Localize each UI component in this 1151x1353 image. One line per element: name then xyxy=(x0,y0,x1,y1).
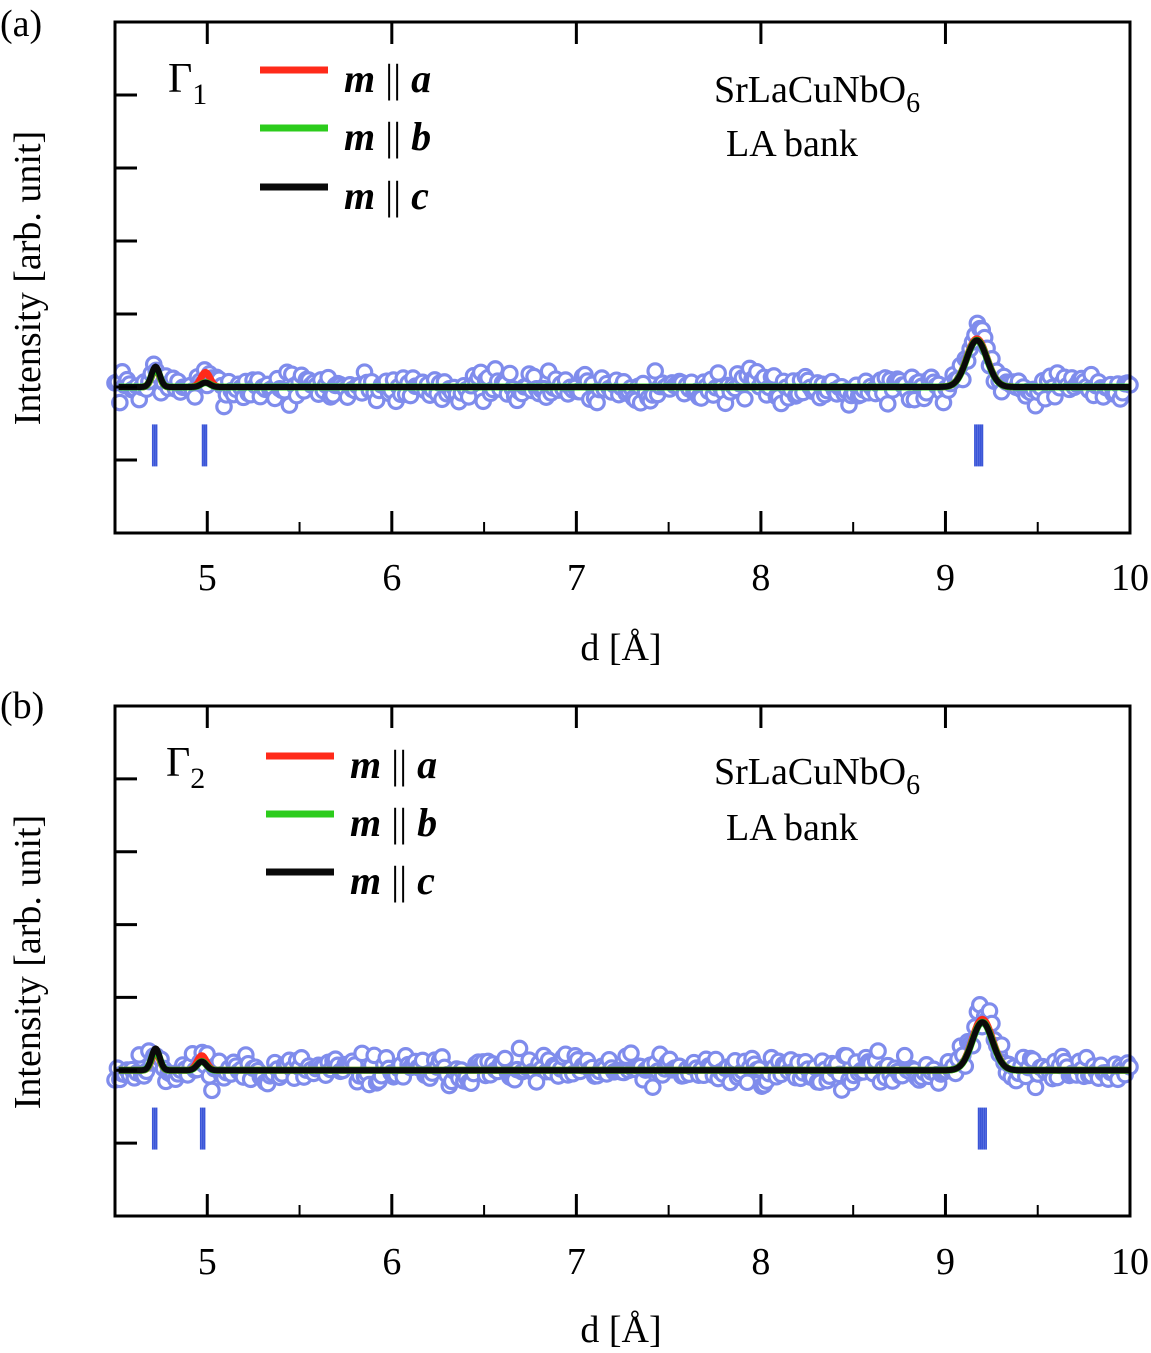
x-tick-label: 9 xyxy=(936,1241,955,1283)
compound-label: SrLaCuNbO6 xyxy=(714,751,920,801)
observed-point xyxy=(878,395,897,413)
legend-entry-m-b: m || b xyxy=(350,800,437,845)
panel-label: (b) xyxy=(0,685,44,727)
legend-entry-m-c: m || c xyxy=(350,858,435,903)
observed-point xyxy=(709,364,727,382)
series-line-m-c xyxy=(116,1019,1133,1074)
observed-points xyxy=(106,996,1139,1100)
data-layer xyxy=(106,996,1139,1150)
data-layer xyxy=(106,314,1139,467)
bragg-ticks xyxy=(151,424,984,467)
panel-b: (b) 5 6 7 8 9 10 d [Å] Intensity [arb. unit] … xyxy=(0,685,1149,1351)
x-tick-label: 6 xyxy=(382,1241,401,1283)
x-tick-label: 5 xyxy=(198,557,217,599)
bank-label: LA bank xyxy=(726,123,858,165)
observed-point xyxy=(869,1042,887,1060)
x-tick-label: 8 xyxy=(751,557,770,599)
y-axis-label: Intensity [arb. unit] xyxy=(7,131,49,425)
x-tick-label: 10 xyxy=(1111,1241,1149,1283)
observed-point xyxy=(510,1039,529,1058)
x-tick-label: 10 xyxy=(1111,557,1149,599)
irrep-symbol: Γ xyxy=(168,56,192,102)
bragg-ticks xyxy=(151,1107,987,1150)
x-tick-label: 6 xyxy=(382,557,401,599)
irrep-label: Γ1 xyxy=(168,56,207,111)
observed-point xyxy=(646,362,665,380)
observed-point xyxy=(501,364,519,383)
observed-point xyxy=(622,1044,640,1062)
irrep-symbol: Γ xyxy=(166,740,190,786)
x-axis-label: d [Å] xyxy=(580,627,661,669)
x-tick-label: 8 xyxy=(751,1241,770,1283)
irrep-index: 2 xyxy=(190,762,205,795)
y-axis-label: Intensity [arb. unit] xyxy=(7,815,49,1109)
legend: Γ2 m || a m || b m || c xyxy=(166,740,437,903)
axes-layer: 5 6 7 8 9 10 xyxy=(113,20,1149,599)
panel-a: (a) 5 6 7 8 9 10 d [Å] Intensity [arb. unit] … xyxy=(0,3,1149,669)
series-line-m-c xyxy=(116,337,1133,390)
legend-entry-m-b: m || b xyxy=(344,114,431,159)
irrep-index: 1 xyxy=(192,78,207,111)
observed-points xyxy=(106,314,1139,416)
bank-label: LA bank xyxy=(726,807,858,849)
legend-entry-m-a: m || a xyxy=(344,56,431,101)
x-tick-label: 9 xyxy=(936,557,955,599)
x-tick-label: 5 xyxy=(198,1241,217,1283)
legend: Γ1 m || a m || b m || c xyxy=(168,56,431,218)
x-axis-label: d [Å] xyxy=(580,1309,661,1351)
x-tick-label: 7 xyxy=(567,1241,586,1283)
observed-point xyxy=(738,1073,757,1092)
observed-point xyxy=(496,1049,514,1068)
compound-label: SrLaCuNbO6 xyxy=(714,69,920,119)
panel-label: (a) xyxy=(0,3,42,45)
x-tick-label: 7 xyxy=(567,557,586,599)
legend-entry-m-c: m || c xyxy=(344,173,429,218)
observed-point xyxy=(736,389,754,408)
plot-frame xyxy=(113,704,1132,1218)
irrep-label: Γ2 xyxy=(166,740,205,795)
observed-point xyxy=(643,1078,662,1096)
axes-layer: 5 6 7 8 9 10 xyxy=(113,704,1149,1283)
plot-frame xyxy=(113,20,1132,535)
legend-entry-m-a: m || a xyxy=(350,742,437,787)
observed-point xyxy=(203,1081,221,1100)
